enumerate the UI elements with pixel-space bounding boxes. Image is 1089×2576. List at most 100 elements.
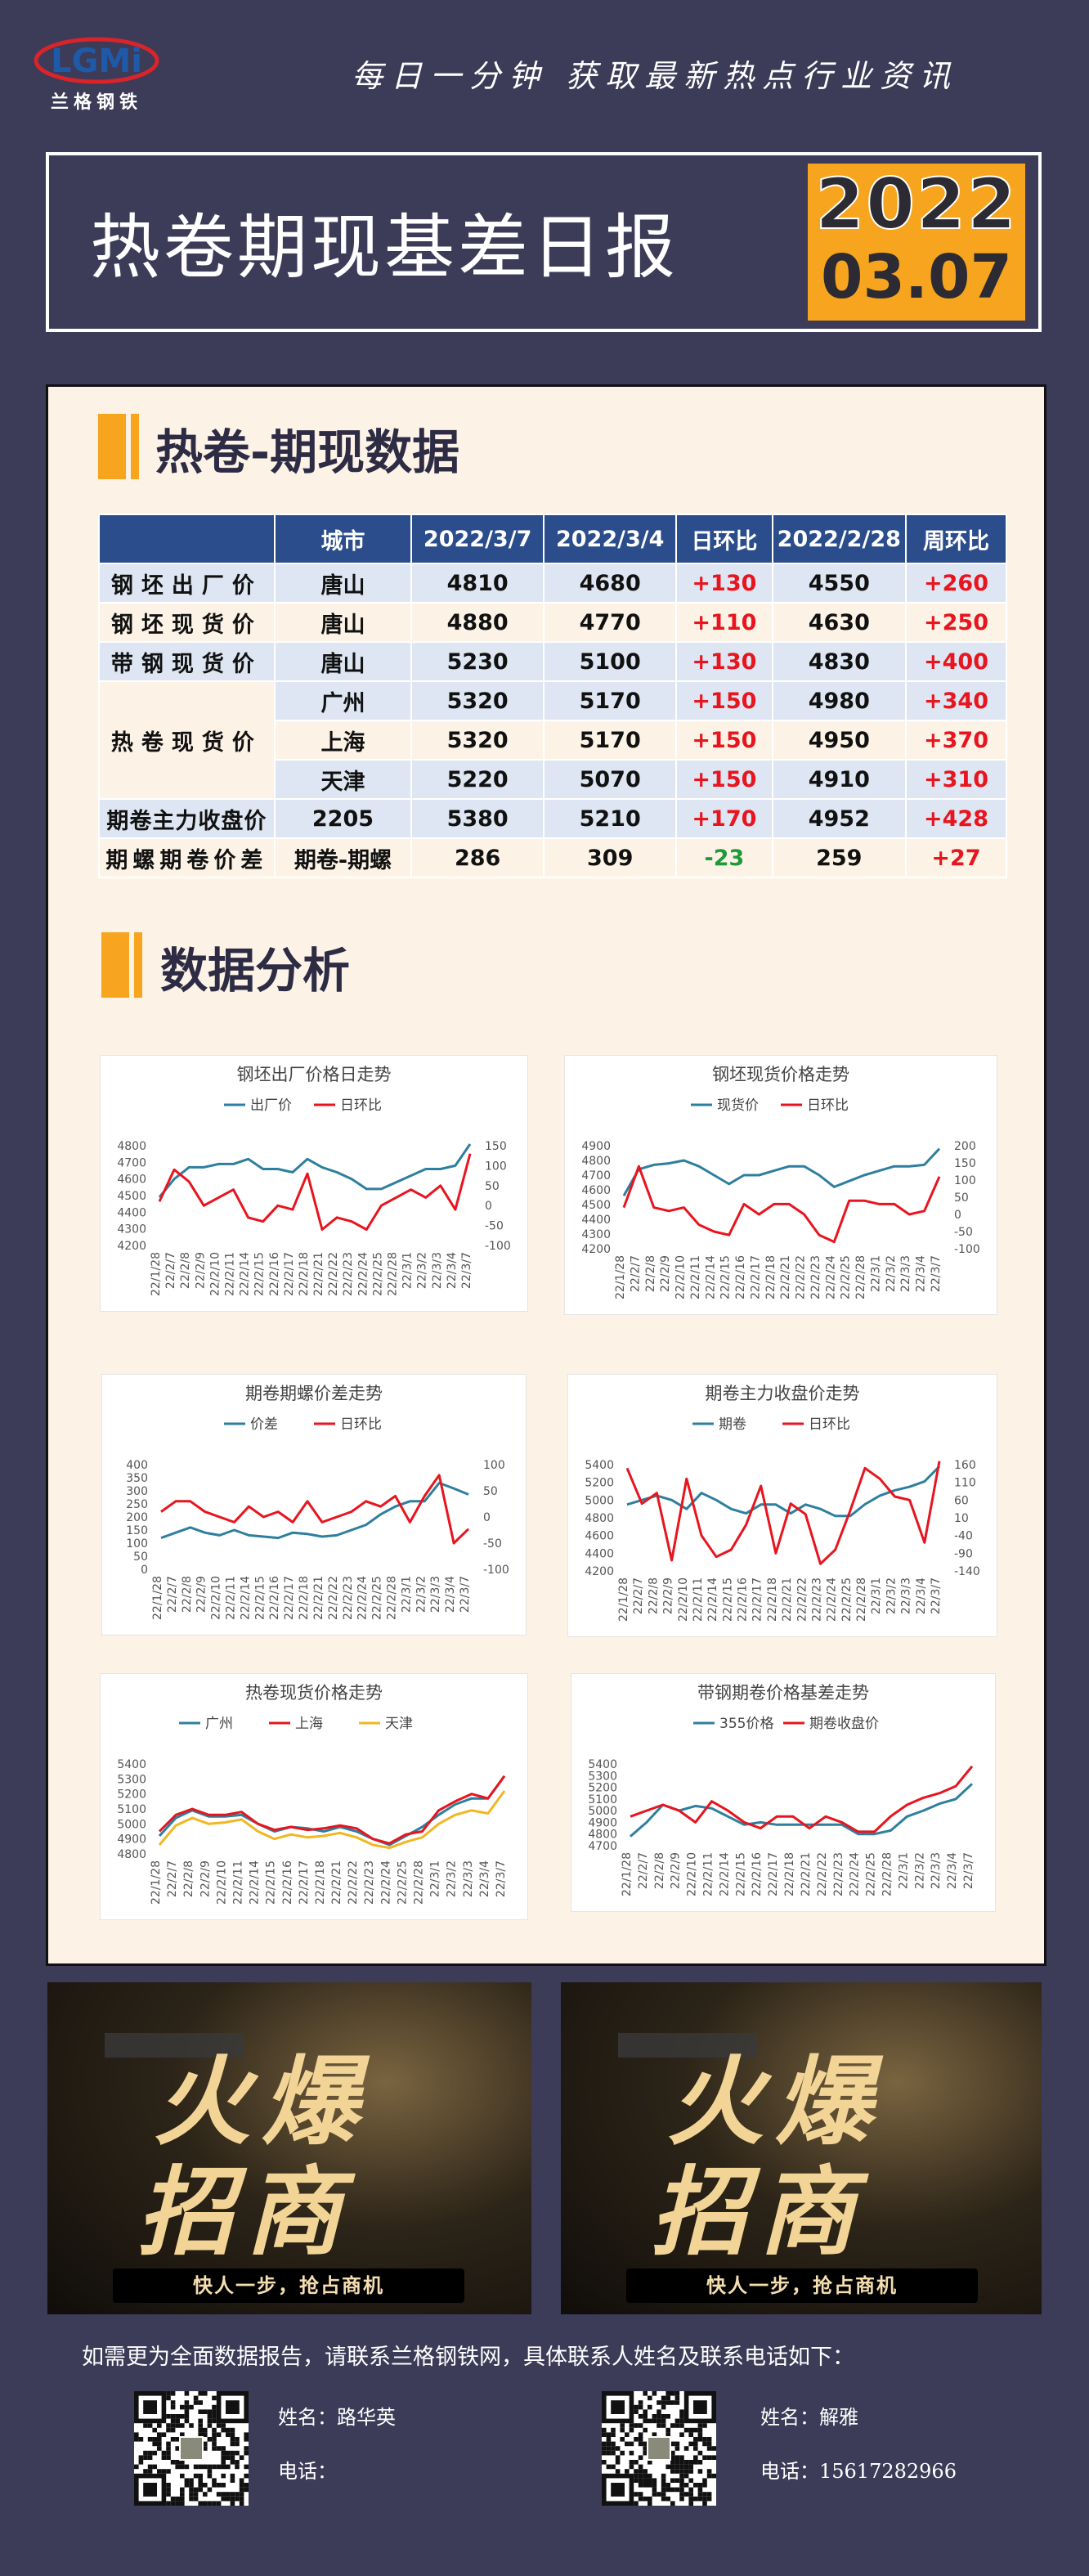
x-tick-label: 22/2/7 xyxy=(632,1577,645,1614)
qr-module xyxy=(602,2427,607,2433)
qr-module xyxy=(180,2492,185,2497)
x-tick-label: 22/2/10 xyxy=(686,1852,699,1896)
x-tick-label: 22/3/1 xyxy=(400,1576,413,1613)
chart-title: 钢坯现货价格走势 xyxy=(712,1065,849,1084)
qr-module xyxy=(643,2391,648,2396)
qr-module xyxy=(226,2455,231,2460)
qr-module xyxy=(134,2432,139,2437)
qr-module xyxy=(611,2432,616,2437)
x-tick-label: 22/3/1 xyxy=(870,1577,883,1614)
table-cell: 上海 xyxy=(273,720,413,761)
qr-module xyxy=(693,2446,698,2451)
qr-module xyxy=(180,2404,185,2410)
table-row: 期螺期卷价差 期卷-期螺 286 309 -23 259 +27 xyxy=(98,837,1008,878)
x-tick-label: 22/2/8 xyxy=(179,1252,192,1289)
qr-module xyxy=(235,2492,240,2497)
logo-text: LGMi xyxy=(51,43,142,80)
qr-module xyxy=(661,2487,666,2493)
qr-finder xyxy=(143,2400,157,2414)
qr-module xyxy=(652,2487,657,2493)
qr-module xyxy=(643,2473,648,2479)
table-cell: +150 xyxy=(675,680,773,721)
qr-module xyxy=(143,2450,148,2456)
qr-module xyxy=(683,2473,689,2479)
x-tick-label: 22/2/10 xyxy=(674,1255,688,1299)
x-tick-label: 22/2/15 xyxy=(265,1860,278,1905)
qr-module xyxy=(602,2450,607,2456)
legend-label: 期卷收盘价 xyxy=(809,1716,879,1732)
table-row: 上海 5320 5170 +150 4950 +370 xyxy=(99,720,1008,761)
x-tick-label: 22/2/23 xyxy=(809,1255,822,1299)
qr-module xyxy=(184,2478,190,2483)
qr-module xyxy=(244,2432,249,2437)
qr-module xyxy=(152,2441,157,2447)
x-tick-label: 22/2/9 xyxy=(194,1252,207,1289)
y2-tick-label: 50 xyxy=(954,1192,969,1205)
y2-tick-label: -90 xyxy=(954,1547,973,1560)
qr-module xyxy=(152,2427,157,2433)
qr-module xyxy=(175,2501,180,2506)
promo-banner[interactable]: 火爆 招商 快人一步，抢占商机 xyxy=(47,1982,531,2314)
qr-module xyxy=(634,2473,639,2479)
table-row: 期卷主力收盘价 2205 5380 5210 +170 4952 +428 xyxy=(98,798,1008,839)
table-header-cell: 2022/3/7 xyxy=(410,514,545,564)
qr-module xyxy=(634,2478,639,2483)
qr-module xyxy=(193,2473,199,2479)
x-tick-label: 22/3/4 xyxy=(915,1577,928,1614)
qr-module xyxy=(634,2460,639,2465)
y-tick-label: 4500 xyxy=(581,1199,611,1212)
qr-module xyxy=(661,2414,666,2419)
qr-module xyxy=(207,2418,213,2424)
x-tick-label: 22/3/4 xyxy=(444,1576,457,1613)
qr-module xyxy=(157,2441,162,2447)
qr-module xyxy=(606,2437,612,2442)
x-tick-label: 22/2/21 xyxy=(779,1255,792,1299)
y-tick-label: 4900 xyxy=(588,1816,617,1829)
x-tick-label: 22/2/14 xyxy=(706,1577,719,1622)
y-tick-label: 4900 xyxy=(117,1833,146,1847)
qr-module xyxy=(184,2483,190,2488)
table-header-cell: 2022/3/4 xyxy=(543,514,678,564)
qr-module xyxy=(230,2455,235,2460)
x-tick-label: 22/2/10 xyxy=(208,1252,222,1296)
qr-module xyxy=(666,2432,670,2437)
qr-module xyxy=(134,2464,139,2470)
qr-module xyxy=(702,2441,707,2447)
qr-module xyxy=(170,2400,176,2405)
qr-module xyxy=(711,2455,716,2460)
futures-spot-table: 城市 2022/3/7 2022/3/4 日环比 2022/2/28 周环比 钢… xyxy=(98,514,1008,878)
x-tick-label: 22/2/24 xyxy=(826,1577,839,1622)
qr-module xyxy=(638,2496,643,2502)
slogan: 每日一分钟 获取最新热点行业资讯 xyxy=(352,58,959,94)
qr-module xyxy=(161,2455,167,2460)
qr-module xyxy=(235,2437,240,2442)
x-tick-label: 22/2/28 xyxy=(881,1852,894,1896)
qr-module xyxy=(638,2469,643,2474)
qr-module xyxy=(230,2432,235,2437)
qr-module xyxy=(230,2496,235,2502)
contact-name: 姓名：解雅 xyxy=(760,2406,858,2429)
qr-module xyxy=(226,2492,231,2497)
x-tick-label: 22/2/9 xyxy=(199,1860,212,1897)
qr-module xyxy=(643,2409,648,2414)
qr-module xyxy=(683,2427,689,2433)
table-cell: +428 xyxy=(904,798,1008,839)
table-cell: 5070 xyxy=(543,759,678,800)
table-cell: 4910 xyxy=(771,759,907,800)
qr-module xyxy=(175,2496,180,2502)
qr-module xyxy=(697,2427,703,2433)
promo-banner[interactable]: 火爆 招商 快人一步，抢占商机 xyxy=(561,1982,1042,2314)
y-tick-label: 5400 xyxy=(585,1459,614,1472)
x-tick-label: 22/2/7 xyxy=(164,1252,177,1289)
x-tick-label: 22/2/22 xyxy=(795,1577,809,1622)
x-tick-label: 22/2/14 xyxy=(249,1860,262,1905)
qr-module xyxy=(652,2492,657,2497)
qr-module xyxy=(638,2483,643,2488)
qr-module xyxy=(244,2450,249,2456)
legend-label: 日环比 xyxy=(807,1097,849,1114)
qr-module xyxy=(638,2414,643,2419)
qr-module xyxy=(674,2478,680,2483)
qr-module xyxy=(175,2460,180,2465)
qr-module xyxy=(661,2473,666,2479)
table-cell: 4830 xyxy=(771,641,907,682)
